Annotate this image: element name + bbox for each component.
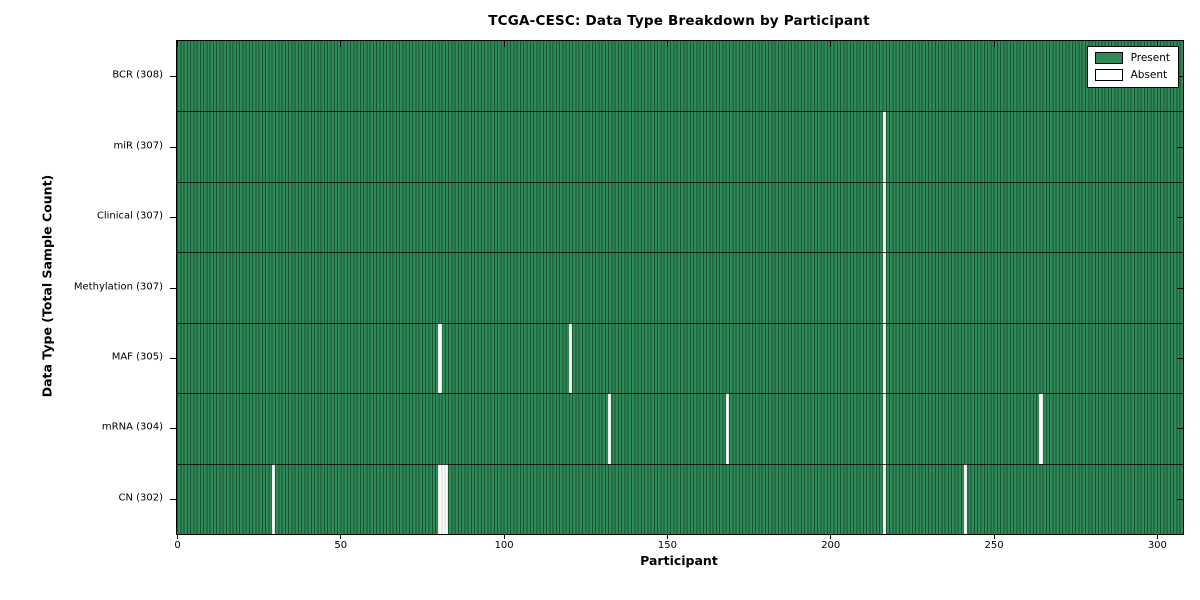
x-tick-mark [993,534,995,539]
absent-bar [882,463,886,534]
legend-label-absent: Absent [1130,68,1168,81]
x-axis-label: Participant [640,553,718,568]
y-tick-label-clinical: Clinical (307) [96,210,163,222]
y-tick-label-bcr: BCR (308) [112,69,163,81]
y-tick-mark [1177,146,1183,148]
x-tick-mark [1156,534,1158,539]
x-tick-mark [830,534,832,539]
x-tick-mark [177,41,178,47]
x-tick-mark [830,41,832,47]
absent-bar [882,322,886,394]
row-mrna [177,393,1183,464]
absent-bar [438,463,442,534]
x-tick-label-150: 150 [657,540,677,551]
x-tick-mark [1156,41,1158,47]
y-tick-label-maf: MAF (305) [111,351,163,363]
absent-bar [882,181,886,253]
row-separator [177,463,1183,465]
y-tick-label-methylation: Methylation (307) [73,281,163,292]
y-tick-mark [169,428,176,430]
absent-bar [271,463,275,534]
x-tick-mark [666,41,668,47]
y-tick-mark [169,76,176,78]
row-clinical [177,181,1183,253]
row-separator [177,322,1183,324]
absent-bar [444,463,449,534]
x-tick-mark [503,534,505,539]
y-tick-mark [1177,498,1183,500]
y-tick-mark [1177,428,1183,430]
plot-area: Present Absent [169,40,1184,539]
legend: Present Absent [1086,46,1179,88]
absent-bar [964,463,968,534]
y-tick-label-cn: CN (302) [118,492,163,504]
absent-bar [1039,393,1043,464]
row-mir [177,111,1183,182]
absent-bar [882,252,886,323]
y-tick-mark [1177,357,1183,359]
row-separator [177,393,1183,395]
x-tick-label-0: 0 [174,540,181,551]
y-axis-tick-labels: BCR (308) miR (307) Clinical (307) Methylat… [0,40,169,533]
x-tick-label-200: 200 [821,540,841,551]
x-tick-mark [340,41,342,47]
absent-bar [568,322,573,394]
absent-bar [882,393,886,464]
y-tick-mark [1177,76,1183,78]
row-bcr [177,41,1183,111]
x-tick-mark [503,41,505,47]
present-swatch [1094,52,1123,64]
y-tick-mark [1177,287,1183,289]
x-tick-label-300: 300 [1147,540,1167,551]
absent-bar [882,111,886,182]
y-tick-mark [169,146,176,148]
row-maf [177,322,1183,394]
y-tick-label-mrna: mRNA (304) [101,421,163,433]
y-tick-mark [169,357,176,359]
legend-entry-absent: Absent [1094,68,1170,81]
absent-bar [441,463,445,534]
x-tick-mark [177,534,178,539]
absent-bar [438,322,442,394]
chart-title: TCGA-CESC: Data Type Breakdown by Partic… [488,13,870,29]
y-tick-mark [169,287,176,289]
absent-swatch [1094,69,1123,81]
legend-label-present: Present [1130,51,1170,64]
y-tick-mark [1177,217,1183,219]
x-tick-mark [340,534,342,539]
absent-bar [608,393,612,464]
x-tick-mark [993,41,995,47]
y-tick-label-mir: miR (307) [113,140,163,152]
x-tick-label-50: 50 [334,540,348,551]
x-tick-label-100: 100 [494,540,514,551]
absent-bar [725,393,729,464]
y-tick-mark [169,217,176,219]
legend-entry-present: Present [1094,51,1170,64]
row-separator [177,181,1183,183]
y-tick-mark [169,498,176,500]
row-cn [177,463,1183,534]
x-tick-mark [666,534,668,539]
row-separator [177,111,1183,113]
x-tick-label-250: 250 [984,540,1004,551]
row-separator [177,252,1183,254]
row-methylation [177,252,1183,323]
